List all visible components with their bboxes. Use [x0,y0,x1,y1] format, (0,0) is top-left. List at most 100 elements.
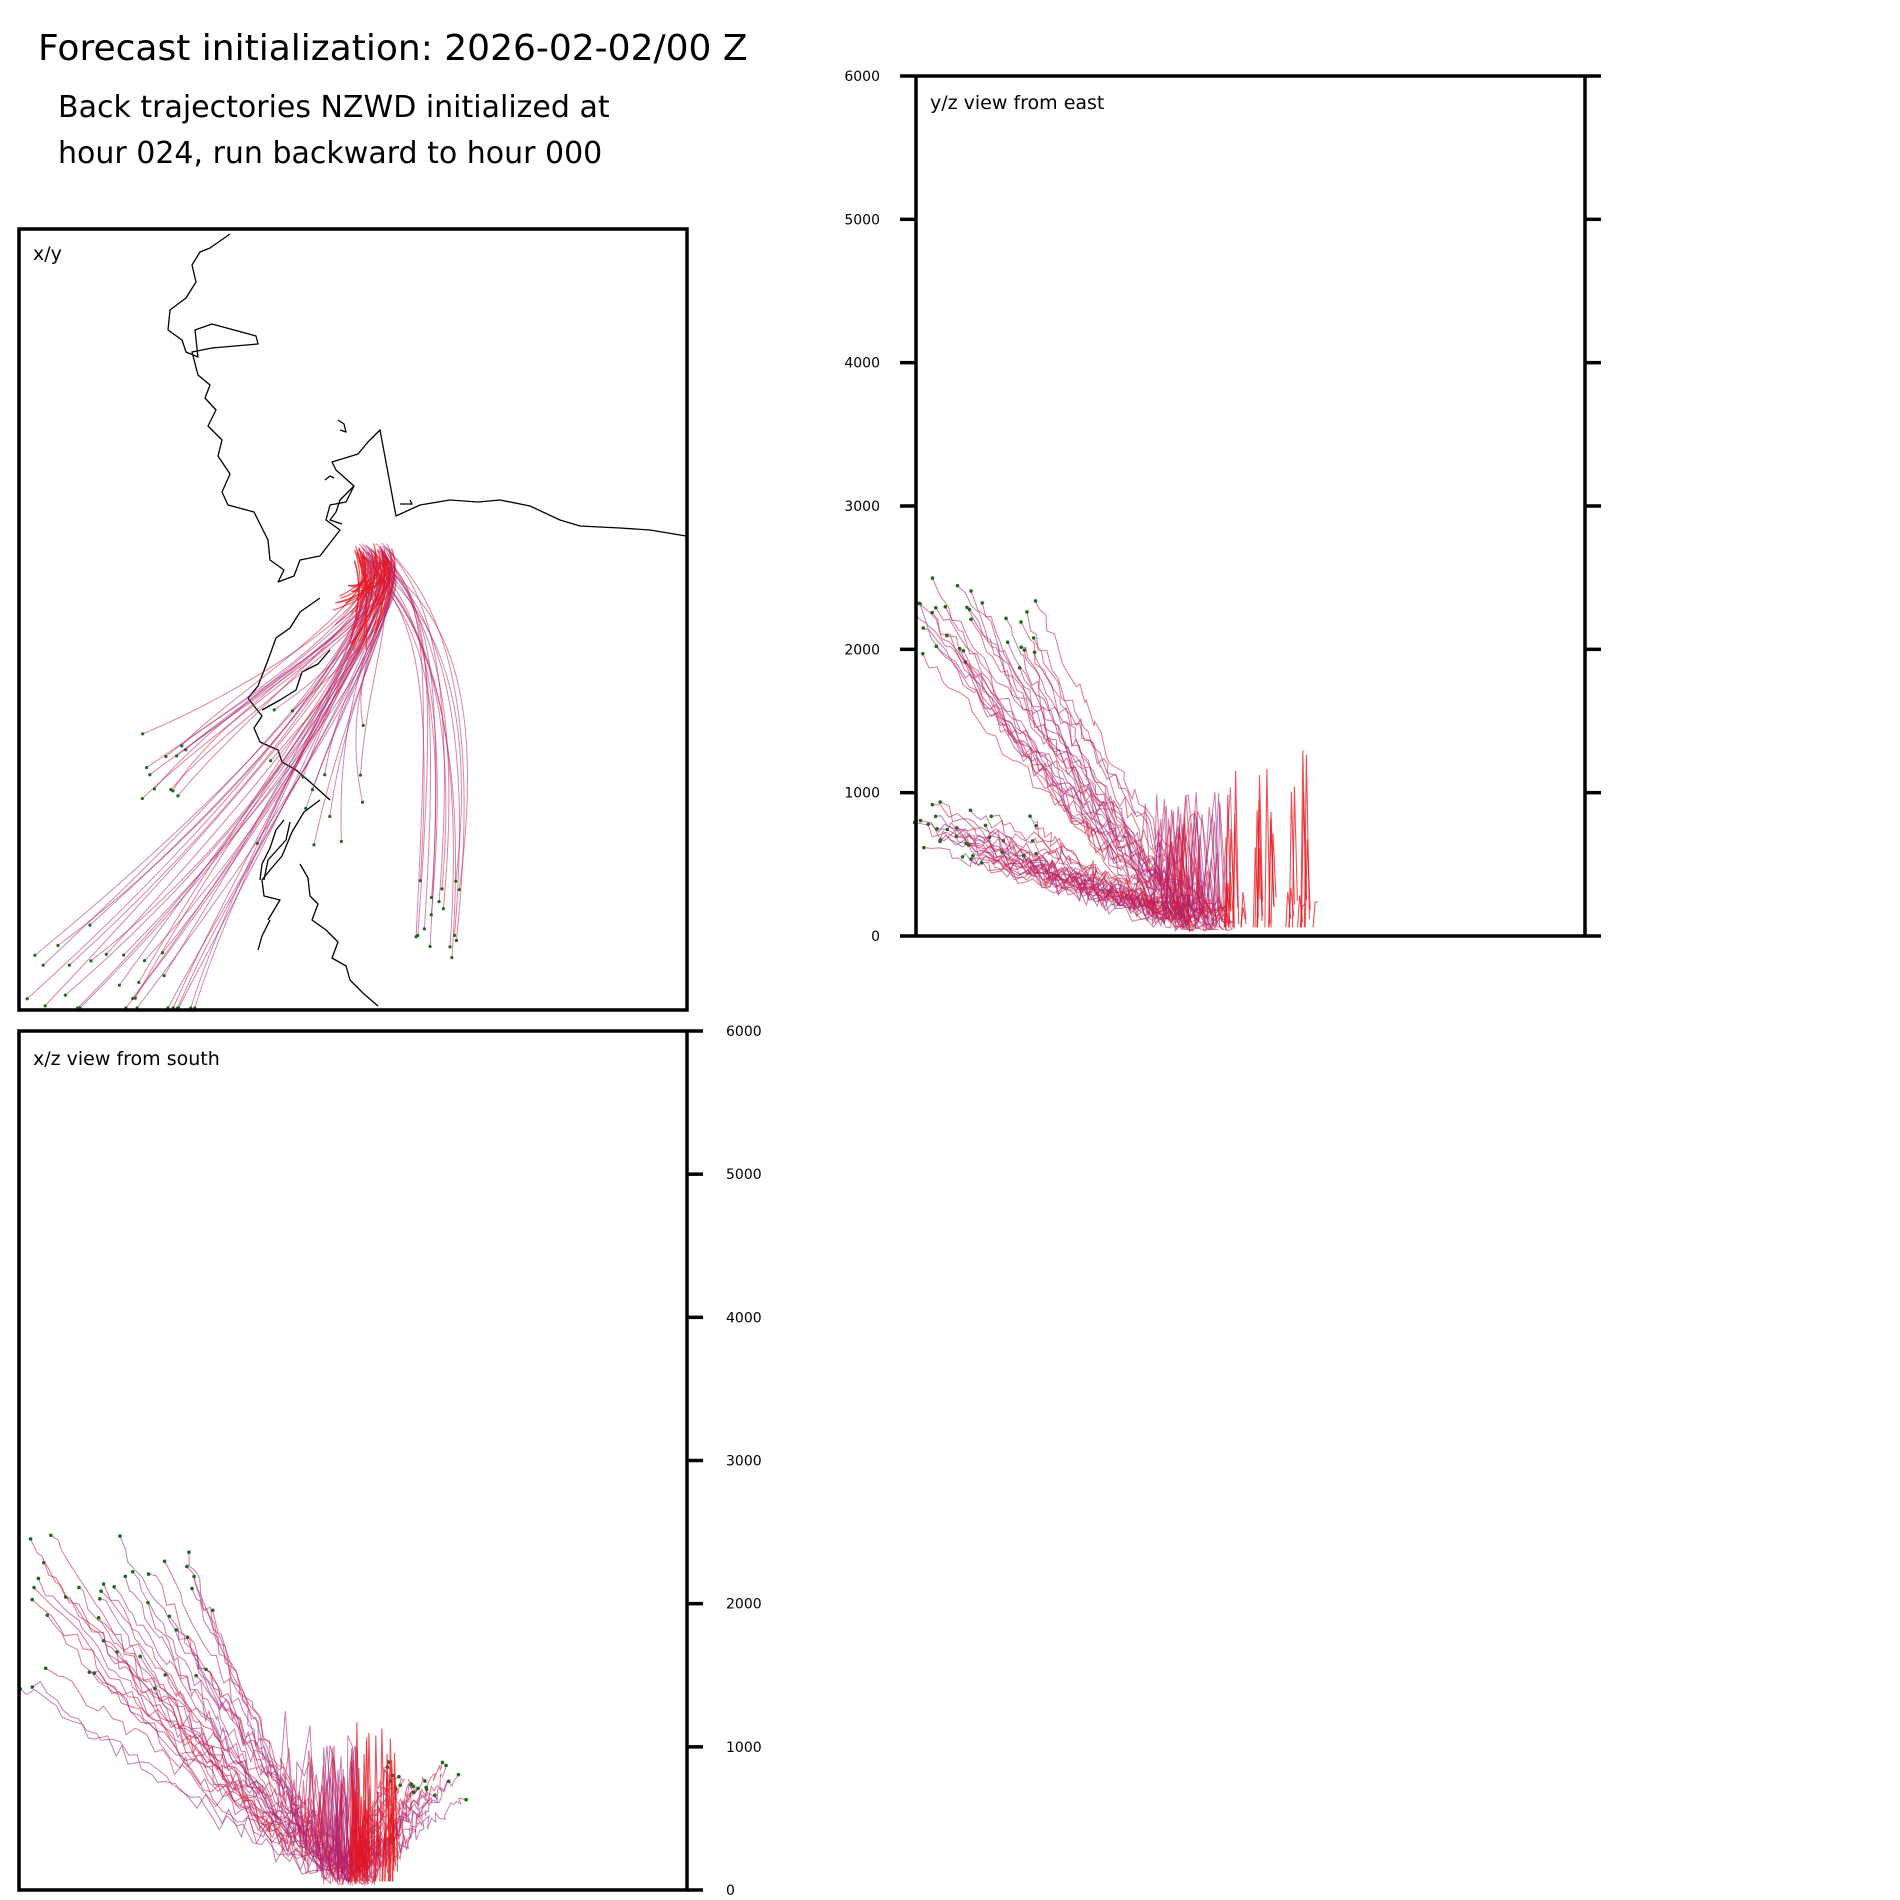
xy-endpoint [360,800,365,804]
xy-endpoint [88,923,92,927]
yz-endpoint [935,827,939,831]
xz-endpoint [416,1786,420,1791]
xy-endpoint [272,708,276,712]
xz-endpoint [397,1774,401,1779]
xy-endpoint [142,958,147,963]
xz-endpoint [204,1667,208,1672]
yz-endpoint [930,610,934,615]
xy-trajectory-core [373,561,391,627]
yz-endpoint [1000,850,1004,854]
xy-endpoint [25,997,29,1001]
yz-endpoint [1025,610,1029,614]
xz-trajectory-line [103,1583,368,1885]
xy-endpoint [441,907,445,911]
xy-endpoint [144,765,149,770]
yz-trajectory-line [969,609,1190,913]
xz-trajectory-line [19,1688,361,1880]
xy-trajectory-line [190,543,369,1009]
yz-trajectory-core [1264,768,1271,928]
xz-endpoint [194,1673,198,1678]
xz-endpoint [32,1585,36,1590]
xz-endpoint [96,1616,101,1620]
figure-subtitle-line2: hour 024, run backward to hour 000 [58,136,603,171]
xz-trajectory-core [387,1738,394,1882]
yz-endpoint [943,604,948,609]
xy-trajectory-core [346,556,375,660]
xy-trajectory-line [385,546,465,941]
xz-endpoint [464,1797,468,1802]
xz-trajectory-core [359,1832,366,1882]
yz-endpoint [917,601,921,606]
xy-endpoint [162,974,166,978]
xy-endpoint [429,913,433,917]
xy-endpoint [104,952,108,956]
xz-endpoint [210,1608,215,1613]
xy-endpoint [141,732,145,736]
yz-trajectory-core [1300,791,1308,928]
xz-endpoint [28,1537,33,1541]
yz-trajectory-core [1224,880,1231,928]
xz-trajectory-core [379,1728,386,1882]
xz-tick-label: 6000 [726,1024,762,1040]
yz-trajectory-core [1256,799,1263,928]
yz-endpoint [945,633,949,638]
yz-endpoint [930,802,935,807]
xy-endpoint [428,944,432,949]
xz-endpoint [190,1586,194,1591]
xy-endpoint [169,788,173,792]
yz-endpoint [926,822,930,827]
xy-endpoint [452,933,457,937]
xz-tick-label: 2000 [726,1597,762,1613]
xy-trajectory-core [351,560,391,588]
yz-endpoint [967,607,972,612]
xz-tick-label: 1000 [726,1740,762,1756]
xz-frame [17,1029,689,1892]
yz-trajectory-line [932,804,1216,913]
xy-endpoint [339,839,343,844]
yz-endpoint [960,855,965,859]
xz-trajectory-line [37,1578,335,1875]
xy-endpoint [67,963,71,967]
yz-endpoint [1019,620,1023,624]
xz-trajectory-line [65,1596,373,1884]
xy-trajectory-core [339,543,376,597]
xy-trajectory-line [77,556,385,1009]
coastline-segment [324,475,335,481]
yz-endpoint [1022,648,1027,652]
xy-endpoint [440,887,444,891]
yz-trajectory-line [981,861,1226,928]
xz-endpoint [97,1596,102,1601]
yz-trajectory-core [1312,901,1319,928]
xy-endpoint [416,933,420,938]
yz-trajectory-core [1268,811,1275,928]
xz-endpoint [440,1760,445,1765]
xy-endpoint [358,773,363,777]
xz-endpoint [423,1779,427,1783]
coastline-segment [247,597,331,801]
xy-trajectory-line [383,545,445,902]
xz-endpoint [118,1534,122,1538]
xz-trajectory-line [45,1667,369,1886]
yz-endpoint [933,814,938,819]
xy-trajectory-line [382,554,424,937]
panel-xz: 0 1000 2000 3000 4000 5000 6000 x/z view from … [17,1024,762,1899]
xz-trajectory-line [124,1576,346,1865]
yz-panel-label: y/z view from east [930,92,1104,114]
yz-trajectory-line [981,602,1195,931]
xz-endpoint [424,1785,428,1790]
yz-trajectory-core [1240,907,1247,928]
xz-ticks: 0 1000 2000 3000 4000 5000 6000 [687,1024,762,1899]
xy-endpoint [180,744,184,748]
xz-endpoint [411,1790,416,1795]
xz-endpoint [162,1559,167,1564]
yz-endpoint [1005,640,1010,645]
xz-endpoint [192,1574,196,1579]
yz-trajectory-core [1288,791,1295,928]
xz-trajectory-core [361,1754,368,1882]
xy-trajectory-line [379,561,469,890]
yz-endpoint [965,605,969,610]
yz-trajectory-core [1288,888,1295,928]
xz-trajectory-line [191,1588,359,1865]
xz-endpoint [112,1585,116,1589]
yz-endpoint [1028,814,1032,818]
